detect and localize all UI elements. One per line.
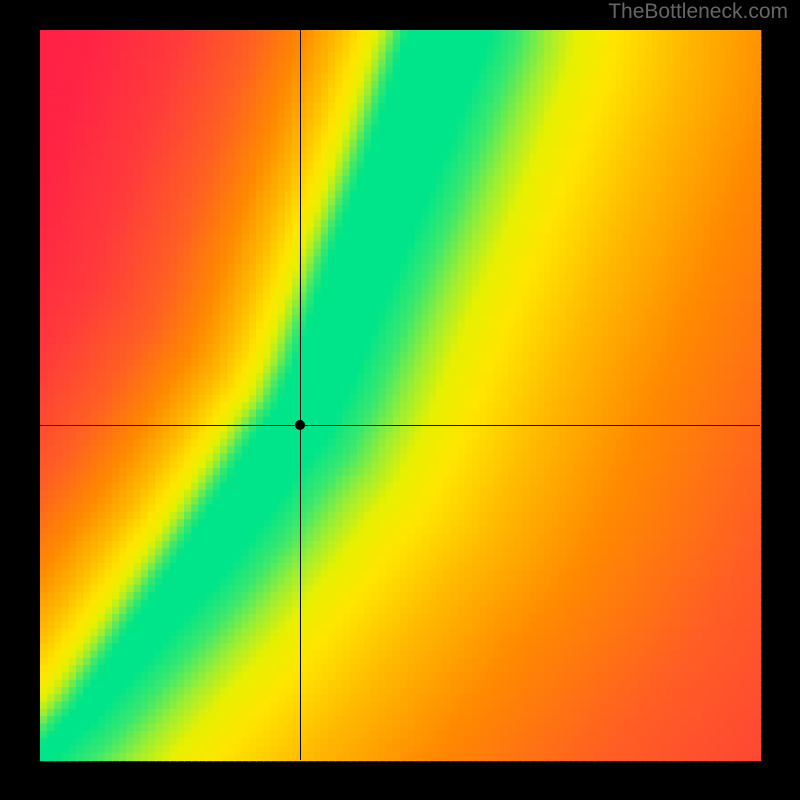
chart-container: TheBottleneck.com	[0, 0, 800, 800]
heatmap-canvas	[0, 0, 800, 800]
